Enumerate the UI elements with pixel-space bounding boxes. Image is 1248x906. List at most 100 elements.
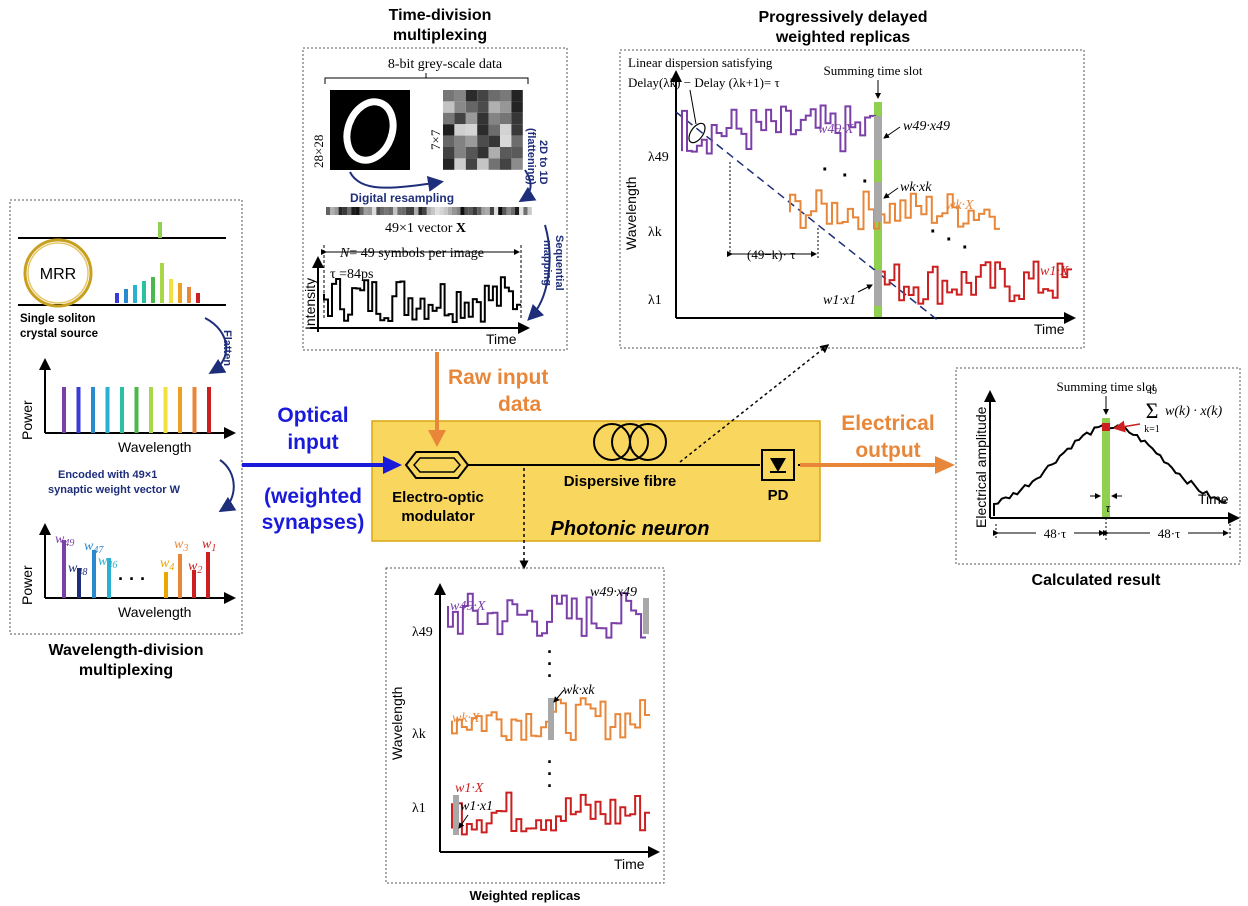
delayed-label-w49X: w49·X [818, 122, 854, 137]
source-label-line1: Single soliton [20, 313, 95, 325]
replicas-lambda1: λ1 [412, 801, 426, 816]
encoded-label-line1: Encoded with 49×1 [58, 469, 157, 481]
soliton-comb [115, 263, 200, 303]
resampled-7x7-image [443, 90, 523, 170]
delayed-title-line1: Progressively delayed [759, 9, 928, 26]
replica-label-wkxk: wk·xk [563, 683, 595, 698]
svg-text:·: · [930, 221, 937, 243]
replica-label-w1x1: w1·x1 [460, 799, 493, 814]
photonic-neuron-label: Photonic neuron [551, 518, 710, 540]
symbols-per-image-label: N= 49 symbols per image [339, 246, 484, 261]
svg-text:·: · [547, 764, 553, 784]
wdm-panel: MRR Single soliton crystal source Flatte… [9, 199, 243, 679]
result-summing-bar [1102, 418, 1110, 518]
svg-text:·: · [862, 171, 869, 193]
eom-label-line2: modulator [401, 508, 474, 525]
optical-input-label-line1: Optical [277, 404, 348, 427]
weight-label-w48: w48 [68, 561, 87, 578]
calculated-result-panel: Summing time slot Electrical amplitude T… [955, 367, 1241, 589]
dispersion-label-line1: Linear dispersion satisfying [628, 55, 773, 70]
flattened-comb [62, 387, 211, 433]
svg-text:·: · [547, 776, 553, 796]
flattened-vector-strip [326, 207, 532, 215]
svg-text:·: · [547, 642, 553, 662]
result-panel-border [955, 367, 1241, 565]
lambda-1-tick: λ1 [648, 293, 662, 308]
delayed-label-w1x1: w1·x1 [823, 293, 856, 308]
replicas-wavelength-axis: Wavelength [389, 687, 405, 760]
grey-data-label: 8-bit grey-scale data [388, 57, 503, 72]
wavelength-axis-label-2: Wavelength [118, 604, 191, 620]
weight-label-w2: w2 [188, 559, 202, 576]
dispersion-line [675, 111, 941, 323]
weight-label-w49: w49 [55, 532, 74, 549]
delay-span-label: (49−k)· τ [747, 247, 795, 262]
photonic-neuron-box [371, 420, 821, 542]
source-label-line2: crystal source [20, 328, 98, 340]
result-left-span: 48·τ [1044, 526, 1067, 541]
lambda-k-tick: λk [648, 225, 662, 240]
weight-label-w3: w3 [174, 537, 188, 554]
result-right-span: 48·τ [1158, 526, 1181, 541]
delayed-label-wkxk: wk·xk [900, 180, 932, 195]
wavelength-axis-label: Wavelength [118, 439, 191, 455]
raw-input-label-line1: Raw input [448, 366, 548, 389]
result-summing-label: Summing time slot [1057, 379, 1156, 394]
summed-peak-marker [1102, 423, 1110, 431]
delayed-label-w49x49: w49·x49 [903, 119, 950, 134]
photodetector-icon [761, 449, 795, 481]
svg-text:·: · [946, 229, 953, 251]
weight-label-w47: w47 [84, 539, 104, 556]
serial-intensity-trace [323, 276, 521, 323]
sequential-label-line2: mapping [541, 240, 553, 286]
delayed-trace-w1 [879, 260, 1072, 305]
dispersive-fibre-label: Dispersive fibre [564, 473, 677, 490]
optical-input-label-line2: input [287, 431, 338, 454]
sum-lower-limit: k=1 [1144, 424, 1160, 435]
electrical-output-label-line2: output [855, 439, 920, 462]
weighted-comb [62, 540, 210, 598]
tdm-panel: Time-division multiplexing 8-bit grey-sc… [302, 7, 568, 351]
delayed-title-line2: weighted replicas [775, 29, 910, 46]
dispersive-fibre-coil-icon [593, 423, 667, 461]
delayed-replicas-panel: Progressively delayed weighted replicas … [619, 9, 1085, 349]
delayed-wavelength-axis: Wavelength [623, 177, 639, 250]
pd-label: PD [768, 487, 789, 504]
sequential-label-line1: Sequential [553, 235, 565, 291]
weight-label-w1: w1 [202, 537, 216, 554]
replica-trace-w49 [447, 592, 646, 639]
optical-input-label-line4: synapses) [262, 511, 365, 534]
encoded-label-line2: synaptic weight vector W [48, 484, 181, 496]
svg-text:·: · [547, 654, 553, 674]
power-axis-label-2: Power [19, 565, 35, 605]
replica-label-w49X: w49·X [450, 599, 486, 614]
delayed-label-w1X: w1·X [1040, 264, 1069, 279]
tdm-title-line1: Time-division [389, 7, 492, 24]
flattening-label-line1: 2D to 1D [537, 140, 549, 185]
svg-text:·: · [962, 237, 969, 259]
flatten-arrow [204, 317, 228, 375]
sum-upper-limit: 49 [1147, 386, 1157, 397]
replicas-title: Weighted replicas [469, 888, 580, 903]
weight-label-w4: w4 [160, 556, 174, 573]
dispersion-label-line2: Delay(λk) − Delay (λk+1)= τ [628, 75, 780, 90]
tdm-time-label: Time [486, 331, 517, 347]
weight-label-w46: w46 [98, 554, 117, 571]
tdm-title-line2: multiplexing [393, 27, 487, 44]
flattening-label-line2: (flattening) [525, 128, 537, 185]
delayed-trace-wk [789, 189, 1000, 231]
delayed-panel-border [619, 49, 1085, 349]
raw-input-label-line2: data [498, 393, 542, 416]
eom-label-line1: Electro-optic [392, 489, 484, 506]
size-28x28-label: 28×28 [311, 135, 326, 168]
flatten-label: Flatten [221, 330, 233, 366]
power-axis-label: Power [19, 400, 35, 440]
resampling-label: Digital resampling [350, 191, 454, 205]
resampling-arrow [349, 171, 444, 192]
replicas-time-axis: Time [614, 856, 645, 872]
encode-arrow [218, 459, 237, 513]
svg-text:·: · [822, 159, 829, 181]
replicas-panel-border [385, 567, 665, 884]
tdm-panel-border [302, 47, 568, 351]
